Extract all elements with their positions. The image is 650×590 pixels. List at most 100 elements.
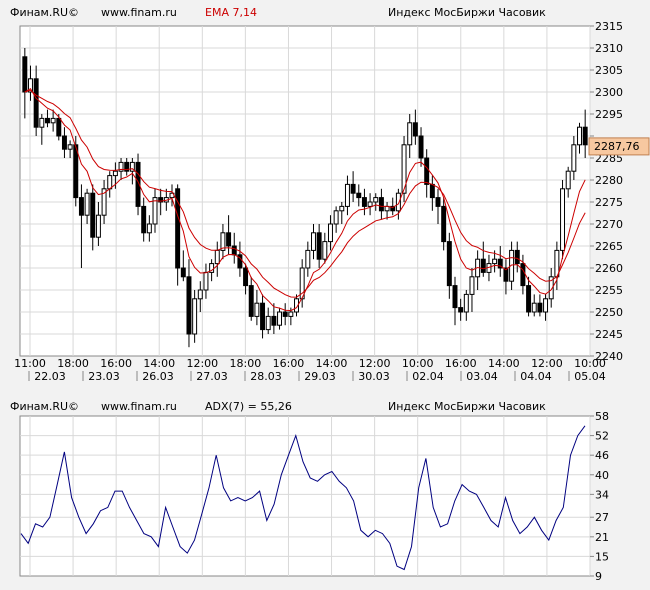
candle-body	[90, 192, 96, 238]
candle-body	[56, 117, 62, 137]
time-label: 10:00	[402, 357, 434, 370]
candle-body	[135, 161, 141, 207]
price-y-tick-label: 2315	[595, 20, 623, 33]
price-y-tick-label: 2300	[595, 86, 623, 99]
candle-body	[344, 183, 350, 207]
candle-body	[520, 263, 526, 287]
candle-body	[311, 232, 316, 251]
date-label: 27.03	[196, 370, 228, 383]
last-price-badge: 2287,76	[588, 137, 650, 156]
candle-body	[560, 188, 566, 251]
candle-body	[373, 197, 379, 203]
candle-body	[458, 307, 464, 313]
candle-body	[446, 241, 452, 287]
price-y-tick-label: 2240	[595, 350, 623, 363]
candle-body	[197, 289, 203, 300]
candle-body	[44, 117, 50, 124]
adx-y-tick-label: 40	[595, 469, 609, 482]
candle-body	[339, 205, 345, 212]
sub-header-site[interactable]: www.finam.ru	[101, 400, 177, 413]
candle-body	[248, 285, 254, 317]
adx-y-tick-label: 9	[595, 570, 602, 583]
candle-body	[367, 201, 373, 207]
date-label: 05.04	[574, 370, 606, 383]
candle-body	[401, 144, 407, 194]
candle-body	[209, 263, 215, 273]
time-label: 14:00	[143, 357, 175, 370]
candle-body	[67, 144, 73, 150]
candle-body	[548, 276, 554, 300]
price-y-tick-label: 2250	[595, 306, 623, 319]
adx-y-tick-label: 27	[595, 511, 609, 524]
sub-header-brand: Финам.RU©	[10, 400, 80, 413]
candle-body	[463, 293, 469, 313]
candle-body	[441, 205, 447, 243]
ema-7-line	[24, 88, 586, 312]
candle-body	[118, 161, 124, 172]
time-label: 14:00	[488, 357, 520, 370]
candle-body	[39, 117, 45, 128]
price-grid	[20, 26, 591, 356]
candle-body	[565, 170, 571, 190]
candle-body	[509, 249, 515, 282]
date-label: 29.03	[304, 370, 336, 383]
time-label: 12:00	[186, 357, 218, 370]
date-label: 02.04	[412, 370, 444, 383]
candle-body	[186, 276, 192, 335]
candle-body	[107, 175, 113, 190]
candle-body	[305, 249, 311, 269]
candle-body	[243, 267, 249, 287]
candle-body	[526, 285, 532, 313]
date-label: 04.04	[520, 370, 552, 383]
candle-body	[175, 188, 181, 269]
candle-body	[158, 197, 164, 203]
header-site[interactable]: www.finam.ru	[101, 6, 177, 19]
candle-body	[277, 311, 283, 326]
candle-body	[271, 315, 277, 326]
candle-body	[254, 302, 260, 317]
candle-body	[412, 122, 418, 137]
candle-body	[582, 126, 588, 146]
candle-body	[124, 161, 130, 172]
price-y-axis: 2240224522502255226022652270227522802285…	[590, 20, 623, 363]
time-label: 16:00	[273, 357, 305, 370]
candle-body	[543, 298, 549, 313]
header-brand: Финам.RU©	[10, 6, 80, 19]
candle-body	[129, 161, 135, 172]
adx-y-tick-label: 58	[595, 410, 609, 423]
candle-body	[112, 170, 118, 177]
candle-body	[327, 223, 333, 243]
sub-header-indicator: ADX(7) = 55,26	[205, 400, 292, 413]
candle-body	[152, 197, 158, 225]
candle-body	[192, 298, 198, 335]
candle-body	[537, 302, 543, 313]
candle-body	[84, 192, 90, 216]
price-y-tick-label: 2305	[595, 64, 623, 77]
last-price-badge-bg	[588, 137, 650, 156]
candle-body	[469, 276, 475, 295]
price-y-tick-label: 2255	[595, 284, 623, 297]
candle-body	[282, 311, 288, 317]
adx-panel: 9 15 21 27 34 40 46 52 58	[19, 410, 609, 583]
candle-body	[480, 258, 486, 273]
candle-body	[577, 126, 582, 146]
time-axis: 11:00 18:00 16:00 14:00 12:00 18:00 16:00 14:00…	[14, 357, 606, 383]
candle-body	[497, 258, 503, 269]
price-panel: 2240224522502255226022652270227522802285…	[14, 20, 650, 383]
candle-body	[265, 315, 271, 331]
candle-body	[260, 302, 266, 331]
candle-body	[95, 214, 101, 238]
price-y-tick-label: 2265	[595, 240, 623, 253]
price-plot-area	[19, 25, 591, 357]
date-label: 22.03	[34, 370, 66, 383]
candle-body	[220, 232, 226, 251]
price-y-tick-label: 2245	[595, 328, 623, 341]
price-y-tick-label: 2310	[595, 42, 623, 55]
candle-body	[378, 197, 384, 212]
price-y-tick-label: 2260	[595, 262, 623, 275]
candle-body	[101, 188, 107, 216]
candle-body	[356, 192, 362, 199]
candle-body	[22, 56, 28, 93]
time-label: 18:00	[57, 357, 89, 370]
